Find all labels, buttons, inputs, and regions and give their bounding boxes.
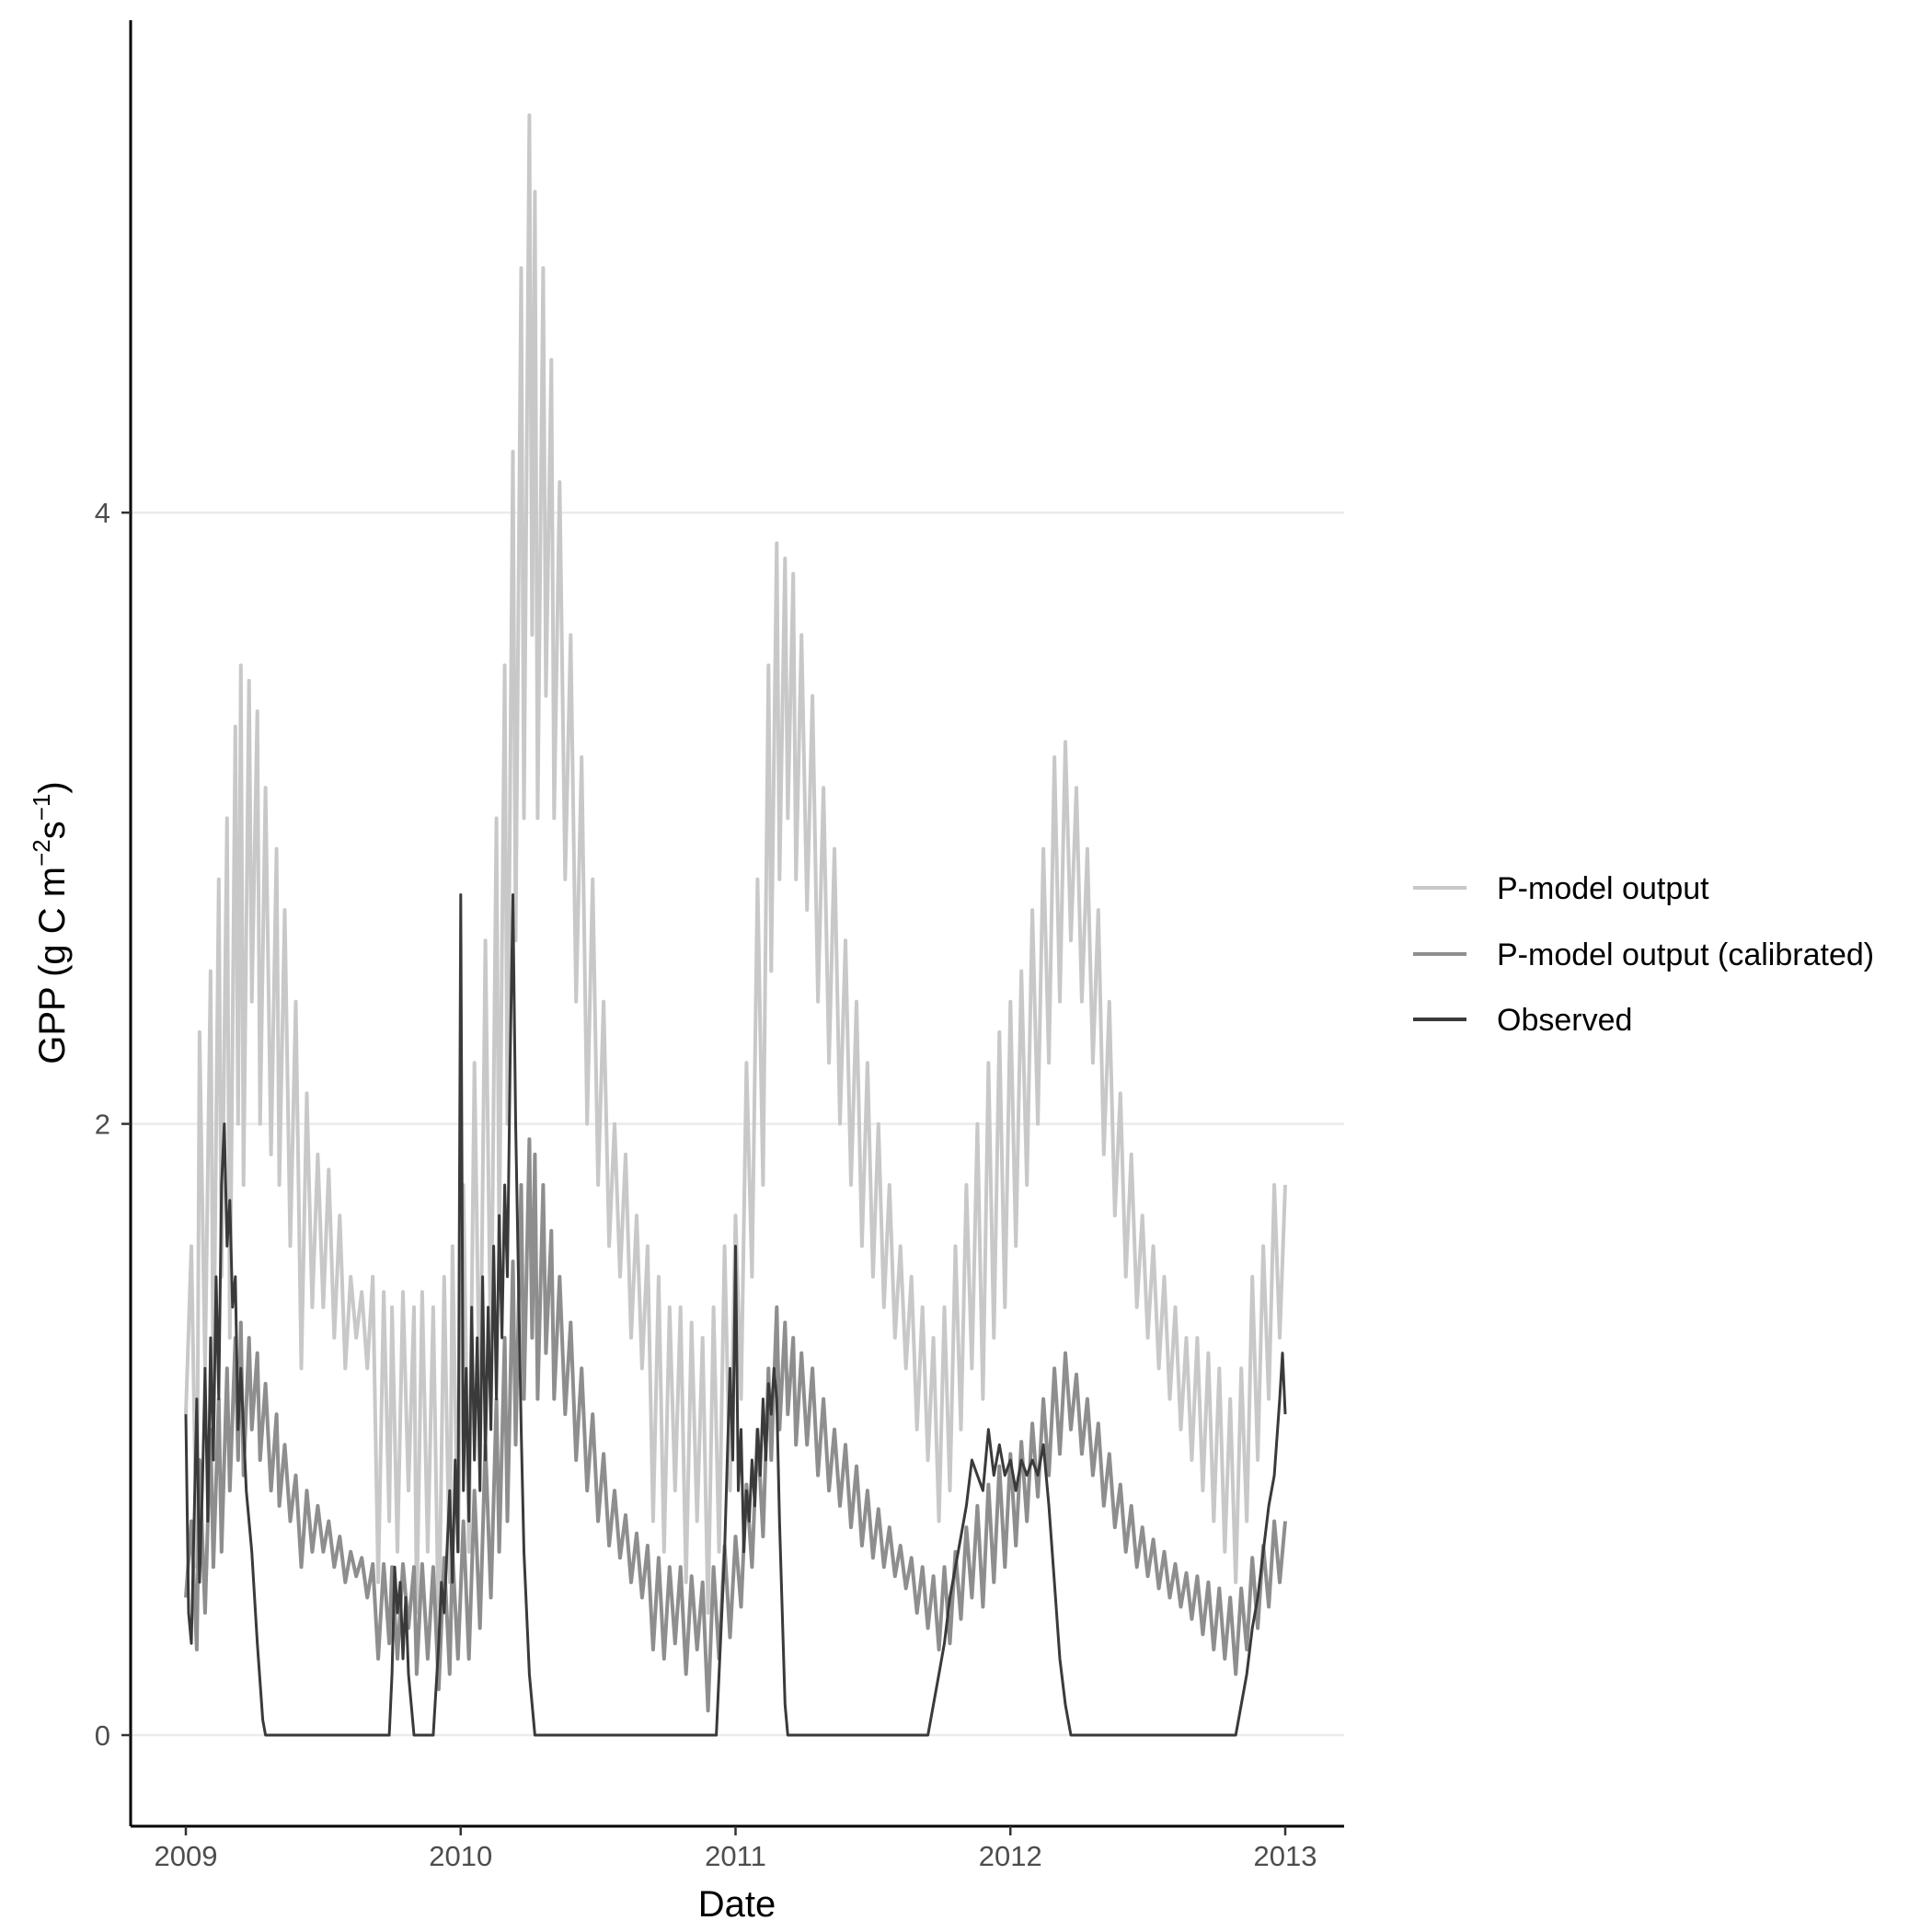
series-line-2: [184, 893, 1287, 1737]
x-tick-label-2011: 2011: [705, 1840, 766, 1872]
x-tick-label-2013: 2013: [1254, 1840, 1317, 1872]
series-lines: [184, 113, 1287, 1737]
y-tick-label-0: 0: [95, 1719, 110, 1752]
y-axis-title-exp2: −1: [28, 794, 55, 822]
legend-label-pmodel: P-model output: [1497, 871, 1709, 906]
x-tick-label-2010: 2010: [429, 1840, 492, 1872]
y-axis-ticks: 0 2 4: [95, 497, 131, 1752]
y-axis-title-close: ): [32, 781, 73, 793]
x-axis-ticks: 2009 2010 2011 2012 2013: [155, 1826, 1317, 1872]
x-tick-label-2012: 2012: [979, 1840, 1042, 1872]
y-tick-label-2: 2: [95, 1109, 110, 1141]
series-line-0: [184, 113, 1287, 1646]
legend-label-pmodel-calibrated: P-model output (calibrated): [1497, 937, 1874, 972]
series-line-1: [184, 1137, 1287, 1713]
axes: [129, 20, 1344, 1828]
y-axis-title-main: GPP (g C m: [32, 867, 73, 1064]
y-axis-title-exp1: −2: [28, 839, 55, 867]
y-axis-title-mid: s: [32, 821, 73, 839]
y-tick-label-4: 4: [95, 497, 110, 529]
legend-label-observed: Observed: [1497, 1003, 1632, 1038]
x-tick-label-2009: 2009: [155, 1840, 218, 1872]
x-axis-title: Date: [698, 1884, 776, 1925]
y-axis-title: GPP (g C m−2s−1): [28, 781, 73, 1064]
legend: P-model output P-model output (calibrate…: [1413, 871, 1874, 1038]
